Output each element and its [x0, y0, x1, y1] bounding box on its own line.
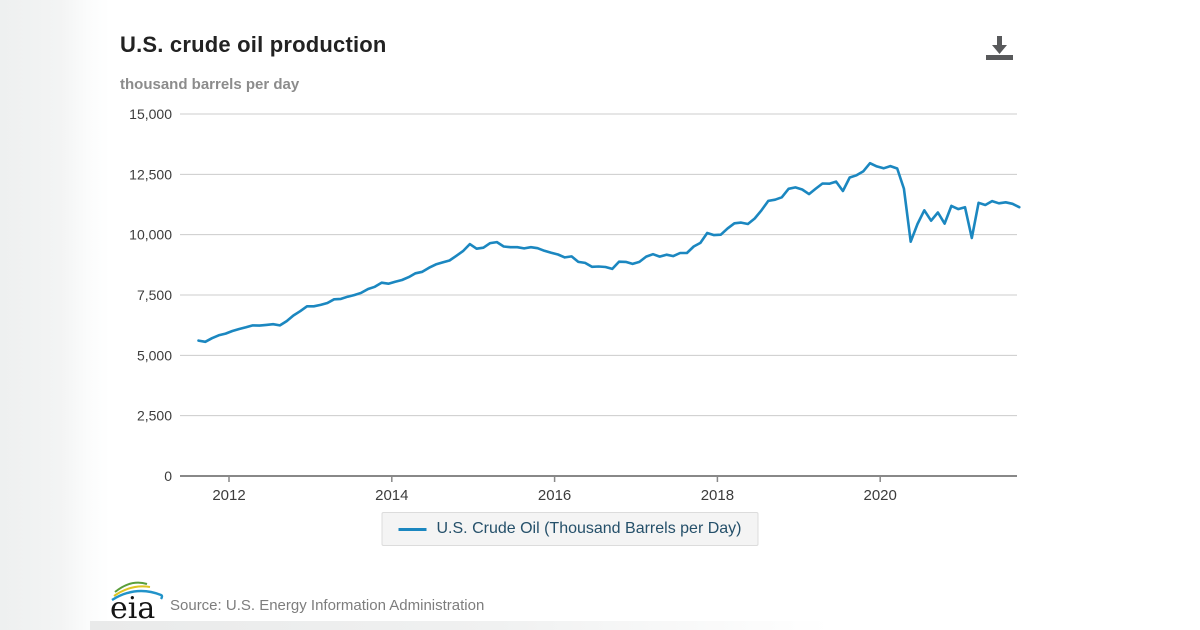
legend-label: U.S. Crude Oil (Thousand Barrels per Day… — [436, 520, 742, 537]
page-title: U.S. crude oil production — [120, 32, 387, 57]
chart-plot-area: 0 2,500 5,000 7,500 10,000 12,500 15,000 2012 20… — [129, 106, 1021, 504]
data-series-line — [197, 161, 1021, 344]
x-axis-tick-label: 2012 — [212, 487, 245, 504]
y-axis-tick-label: 15,000 — [129, 106, 172, 122]
download-button[interactable] — [983, 33, 1017, 63]
x-axis-tick-label: 2020 — [864, 487, 897, 504]
y-axis-tick-label: 0 — [164, 468, 172, 484]
legend-line-swatch — [398, 527, 427, 531]
bottom-edge-strip — [90, 621, 830, 630]
background-gradient — [0, 0, 110, 630]
legend-item[interactable]: U.S. Crude Oil (Thousand Barrels per Day… — [381, 512, 759, 546]
y-axis-tick-label: 5,000 — [137, 347, 172, 363]
y-axis-tick-label: 10,000 — [129, 227, 172, 243]
download-icon — [986, 36, 1013, 60]
x-axis-tick-label: 2014 — [375, 487, 408, 504]
eia-logo-text: eia — [110, 591, 155, 622]
y-axis-tick-label: 7,500 — [137, 287, 172, 303]
source-attribution: Source: U.S. Energy Information Administ… — [170, 597, 485, 614]
x-axis-tick-label: 2018 — [701, 487, 734, 504]
eia-logo: eia — [110, 581, 164, 622]
chart-units-subtitle: thousand barrels per day — [120, 76, 300, 93]
x-axis-tick-label: 2016 — [538, 487, 571, 504]
y-axis-tick-label: 12,500 — [129, 166, 172, 182]
y-axis-tick-label: 2,500 — [137, 408, 172, 424]
